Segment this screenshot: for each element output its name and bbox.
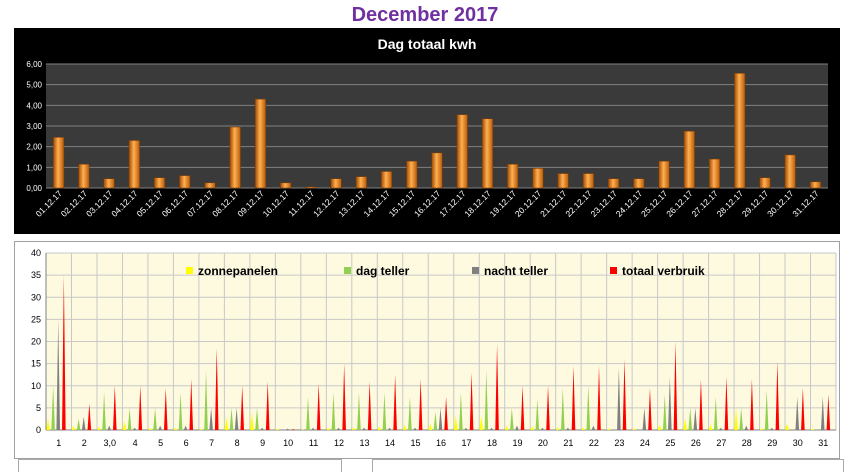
x-tick-label: 31 [818,438,828,448]
bar [331,179,342,188]
x-tick-label: 28 [742,438,752,448]
x-tick-label: 18 [487,438,497,448]
y-tick-label: 6,00 [26,60,42,69]
x-tick-label: 12 [334,438,344,448]
legend-swatch [186,267,193,274]
bar [634,179,645,188]
bar [381,171,392,188]
x-tick-label: 26 [691,438,701,448]
x-tick-label: 6 [184,438,189,448]
bar [760,178,771,188]
bar [255,99,266,188]
bar [154,178,165,188]
y-tick-label: 20 [31,337,41,347]
bar [785,155,796,188]
x-tick-label: 19 [512,438,522,448]
x-tick-label: 30 [793,438,803,448]
bar [608,179,619,188]
legend-label: totaal verbruik [622,264,705,278]
x-tick-label: 8 [235,438,240,448]
y-tick-label: 10 [31,381,41,391]
bar [684,131,695,188]
bar [533,168,544,188]
x-tick-label: 7 [209,438,214,448]
x-tick-label: 5 [158,438,163,448]
legend-label: nacht teller [484,264,548,278]
x-tick-label: 15 [411,438,421,448]
bar [104,179,115,188]
bar [432,153,443,188]
x-tick-label: 21 [563,438,573,448]
x-tick-label: 1 [56,438,61,448]
daily-total-bar-chart: Dag totaal kwh 0,00 1,00 2,00 3,00 4,00 5,00 6,… [14,28,840,234]
y-tick-label: 25 [31,314,41,324]
y-tick-label: 30 [31,292,41,302]
x-tick-label: 4 [133,438,138,448]
legend-swatch [472,267,479,274]
y-tick-label: 15 [31,359,41,369]
y-tick-label: 4,00 [26,101,42,110]
bar [230,127,241,188]
bar [79,164,90,188]
x-tick-label: 25 [665,438,675,448]
chart-title: Dag totaal kwh [378,36,477,52]
y-tick-label: 5,00 [26,81,42,90]
bar [507,164,518,188]
x-tick-label: 10 [283,438,293,448]
bar [356,177,367,188]
page-title: December 2017 [0,4,850,27]
x-tick-label: 2 [82,438,87,448]
x-tick-label: 27 [716,438,726,448]
bar [306,187,317,188]
y-tick-label: 2,00 [26,143,42,152]
x-tick-label: 20 [538,438,548,448]
legend-label: zonnepanelen [198,264,278,278]
x-tick-label: 9 [260,438,265,448]
x-tick-label: 17 [461,438,471,448]
bar [659,161,670,188]
x-tick-label: 16 [436,438,446,448]
legend-swatch [344,267,351,274]
bar [558,174,569,188]
y-tick-label: 3,00 [26,122,42,131]
bar [709,159,720,188]
y-tick-label: 5 [36,403,41,413]
x-tick-label: 24 [640,438,650,448]
bar [406,161,417,188]
bar [280,183,291,188]
x-tick-label: 13 [360,438,370,448]
legend-label: dag teller [356,264,410,278]
x-tick-label: 22 [589,438,599,448]
bar [205,183,216,188]
x-tick-label: 29 [767,438,777,448]
bar [482,119,493,188]
bar [179,176,190,188]
x-tick-label: 3,0 [103,438,116,448]
x-tick-label: 14 [385,438,395,448]
y-tick-label: 0,00 [26,184,42,193]
bar [583,174,594,188]
bar [129,140,140,188]
y-tick-label: 0 [36,425,41,435]
x-tick-label: 23 [614,438,624,448]
bar [457,115,468,188]
y-tick-label: 40 [31,248,41,258]
x-tick-label: 11 [309,438,318,448]
y-tick-label: 1,00 [26,163,42,172]
legend-swatch [610,267,617,274]
bar [734,73,745,188]
bar [810,182,821,188]
y-tick-label: 35 [31,270,41,280]
bar [53,137,64,188]
